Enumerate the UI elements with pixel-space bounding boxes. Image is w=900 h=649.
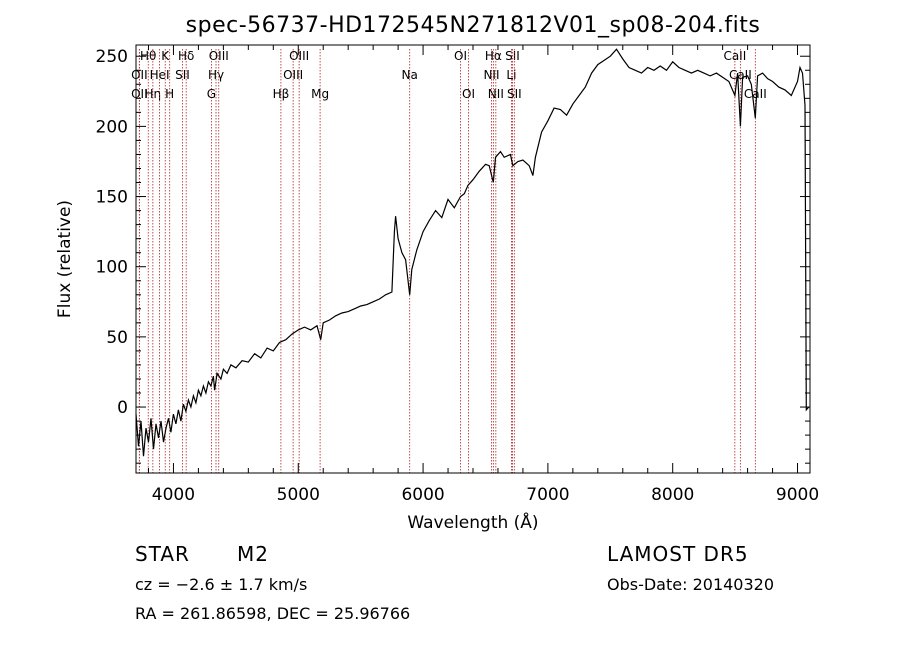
x-tick-label: 8000 [651,485,694,505]
x-axis: 4000 5000 6000 7000 8000 9000 [147,45,819,505]
x-axis-label: Wavelength (Å) [407,511,538,533]
line-marker-label: OII [131,87,148,101]
x-tick-label: 9000 [776,485,819,505]
line-marker-label: K [161,49,170,63]
y-axis: 0 50 100 150 200 250 [96,47,810,464]
x-tick-label: 6000 [401,485,444,505]
line-marker-label: Hβ [273,87,290,101]
y-tick-label: 100 [96,258,128,278]
line-marker-label: SII [175,68,190,82]
y-tick-label: 250 [96,47,128,67]
line-marker-label: CaII [744,87,767,101]
coordinates: RA = 261.86598, DEC = 25.96766 [135,604,411,623]
survey-release: LAMOST DR5 [607,542,749,566]
y-tick-label: 0 [117,398,128,418]
chart-title: spec-56737-HD172545N271812V01_sp08-204.f… [186,13,761,38]
y-tick-label: 150 [96,188,128,208]
y-axis-label: Flux (relative) [55,200,75,318]
redshift-text: cz = −2.6 ± 1.7 km/s [135,575,308,594]
line-marker-label: OIII [289,49,309,63]
line-marker-label: OII [131,68,148,82]
line-marker-label: OI [462,87,475,101]
line-marker-label: Hγ [208,68,224,82]
line-marker-label: Li [506,68,516,82]
line-marker-label: OI [454,49,467,63]
y-tick-label: 50 [106,328,128,348]
line-marker-label: CaII [729,68,752,82]
spectrum-line [135,48,810,457]
subclass: M2 [237,542,269,566]
plot-frame [135,44,811,474]
x-tick-label: 5000 [277,485,320,505]
line-marker-label: Na [402,68,418,82]
line-marker-label: H [165,87,174,101]
line-marker-label: CaII [723,49,746,63]
line-marker-label: G [207,87,216,101]
x-tick-label: 7000 [526,485,569,505]
line-marker-label: OIII [283,68,303,82]
line-marker-label: NII [483,68,499,82]
object-class: STAR [135,542,190,566]
line-marker-label: Hθ [140,49,156,63]
line-marker-label: SII [507,87,522,101]
line-marker-label: OIII [209,49,229,63]
line-marker-label: Hα [485,49,502,63]
x-tick-label: 4000 [152,485,195,505]
line-marker-label: HeI [150,68,170,82]
obs-date: Obs-Date: 20140320 [607,575,775,594]
line-markers: OIIOIIHθHηHeIKHSIIHδGHγOIIIHβOIIIOIIIMgN… [131,49,767,473]
line-marker-label: Mg [311,87,329,101]
line-marker-label: Hη [145,87,162,101]
line-marker-label: SII [505,49,520,63]
y-tick-label: 200 [96,117,128,137]
line-marker-label: NII [488,87,504,101]
line-marker-label: Hδ [178,49,194,63]
